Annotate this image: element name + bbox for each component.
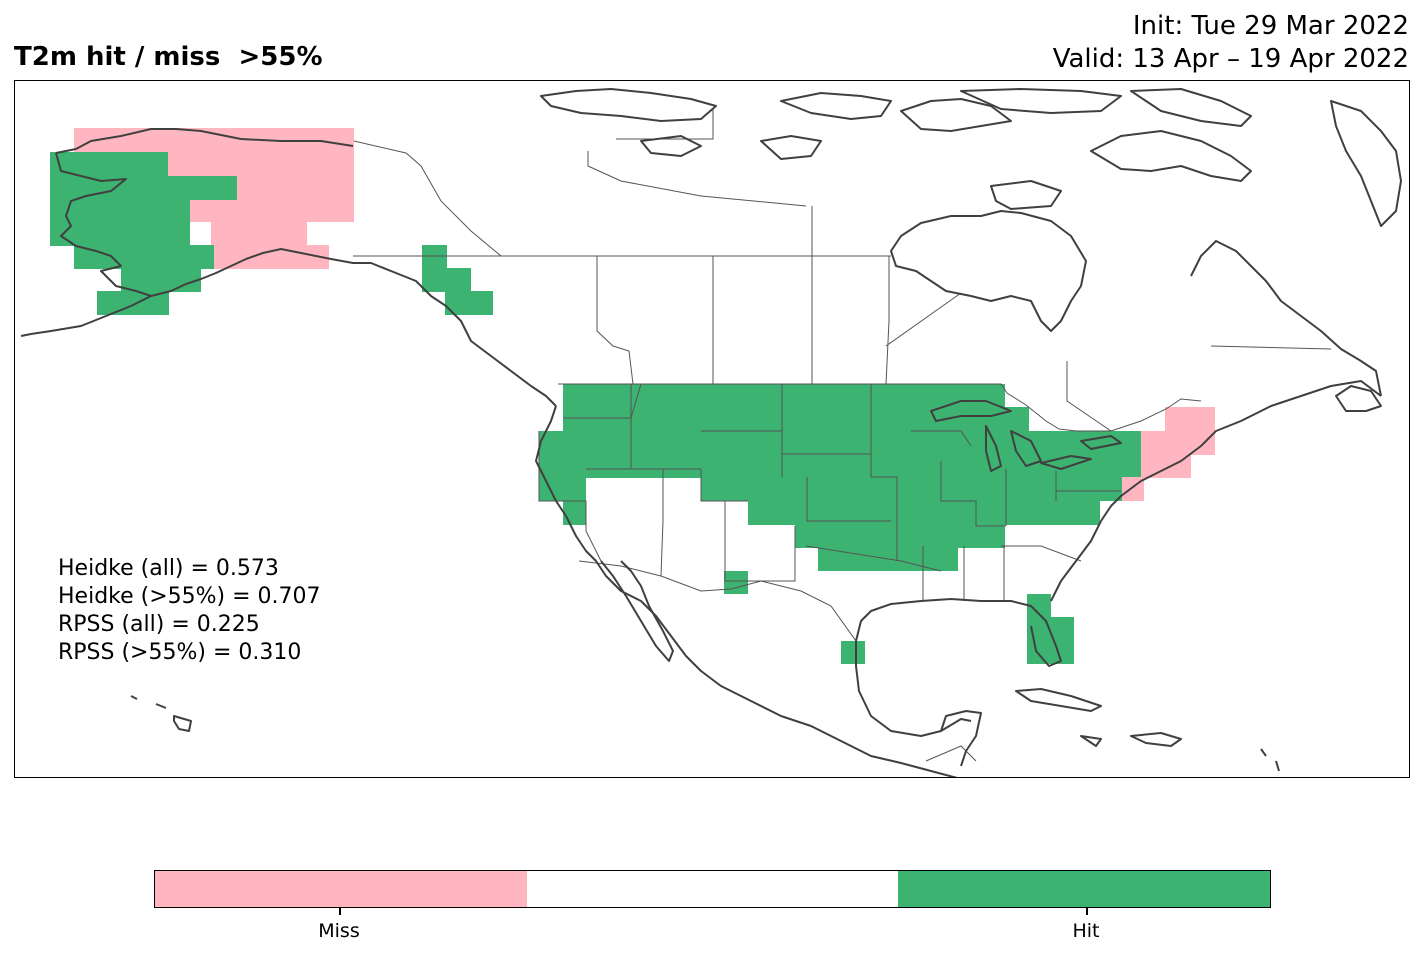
colorbar-label-miss: Miss <box>318 920 360 942</box>
hit-region-alaska <box>50 152 237 315</box>
coastlines <box>20 88 1402 777</box>
verification-cells <box>50 128 1215 664</box>
colorbar-segment-miss <box>155 871 527 907</box>
init-date: Init: Tue 29 Mar 2022 <box>1132 11 1409 41</box>
heidke-55-score: Heidke (>55%) = 0.707 <box>58 584 321 609</box>
rpss-all-score: RPSS (all) = 0.225 <box>58 612 260 637</box>
rpss-55-score: RPSS (>55%) = 0.310 <box>58 640 302 665</box>
hit-region-panhandle <box>422 245 493 315</box>
colorbar-label-hit: Hit <box>1072 920 1100 942</box>
colorbar-segment-hit <box>898 871 1271 907</box>
skill-scores: Heidke (all) = 0.573 Heidke (>55%) = 0.7… <box>58 555 321 667</box>
date-info: Init: Tue 29 Mar 2022 Valid: 13 Apr – 19… <box>1053 10 1409 76</box>
map-panel <box>14 80 1410 778</box>
colorbar <box>154 870 1271 908</box>
heidke-all-score: Heidke (all) = 0.573 <box>58 556 279 581</box>
map-canvas <box>20 88 1402 777</box>
political-borders <box>353 109 1332 762</box>
colorbar-segment-neutral <box>526 871 899 907</box>
colorbar-tick-miss <box>339 908 341 915</box>
colorbar-tick-hit <box>1086 908 1088 915</box>
hit-region-conus <box>539 384 1141 664</box>
valid-date: Valid: 13 Apr – 19 Apr 2022 <box>1052 44 1409 74</box>
map-title: T2m hit / miss >55% <box>14 42 323 72</box>
